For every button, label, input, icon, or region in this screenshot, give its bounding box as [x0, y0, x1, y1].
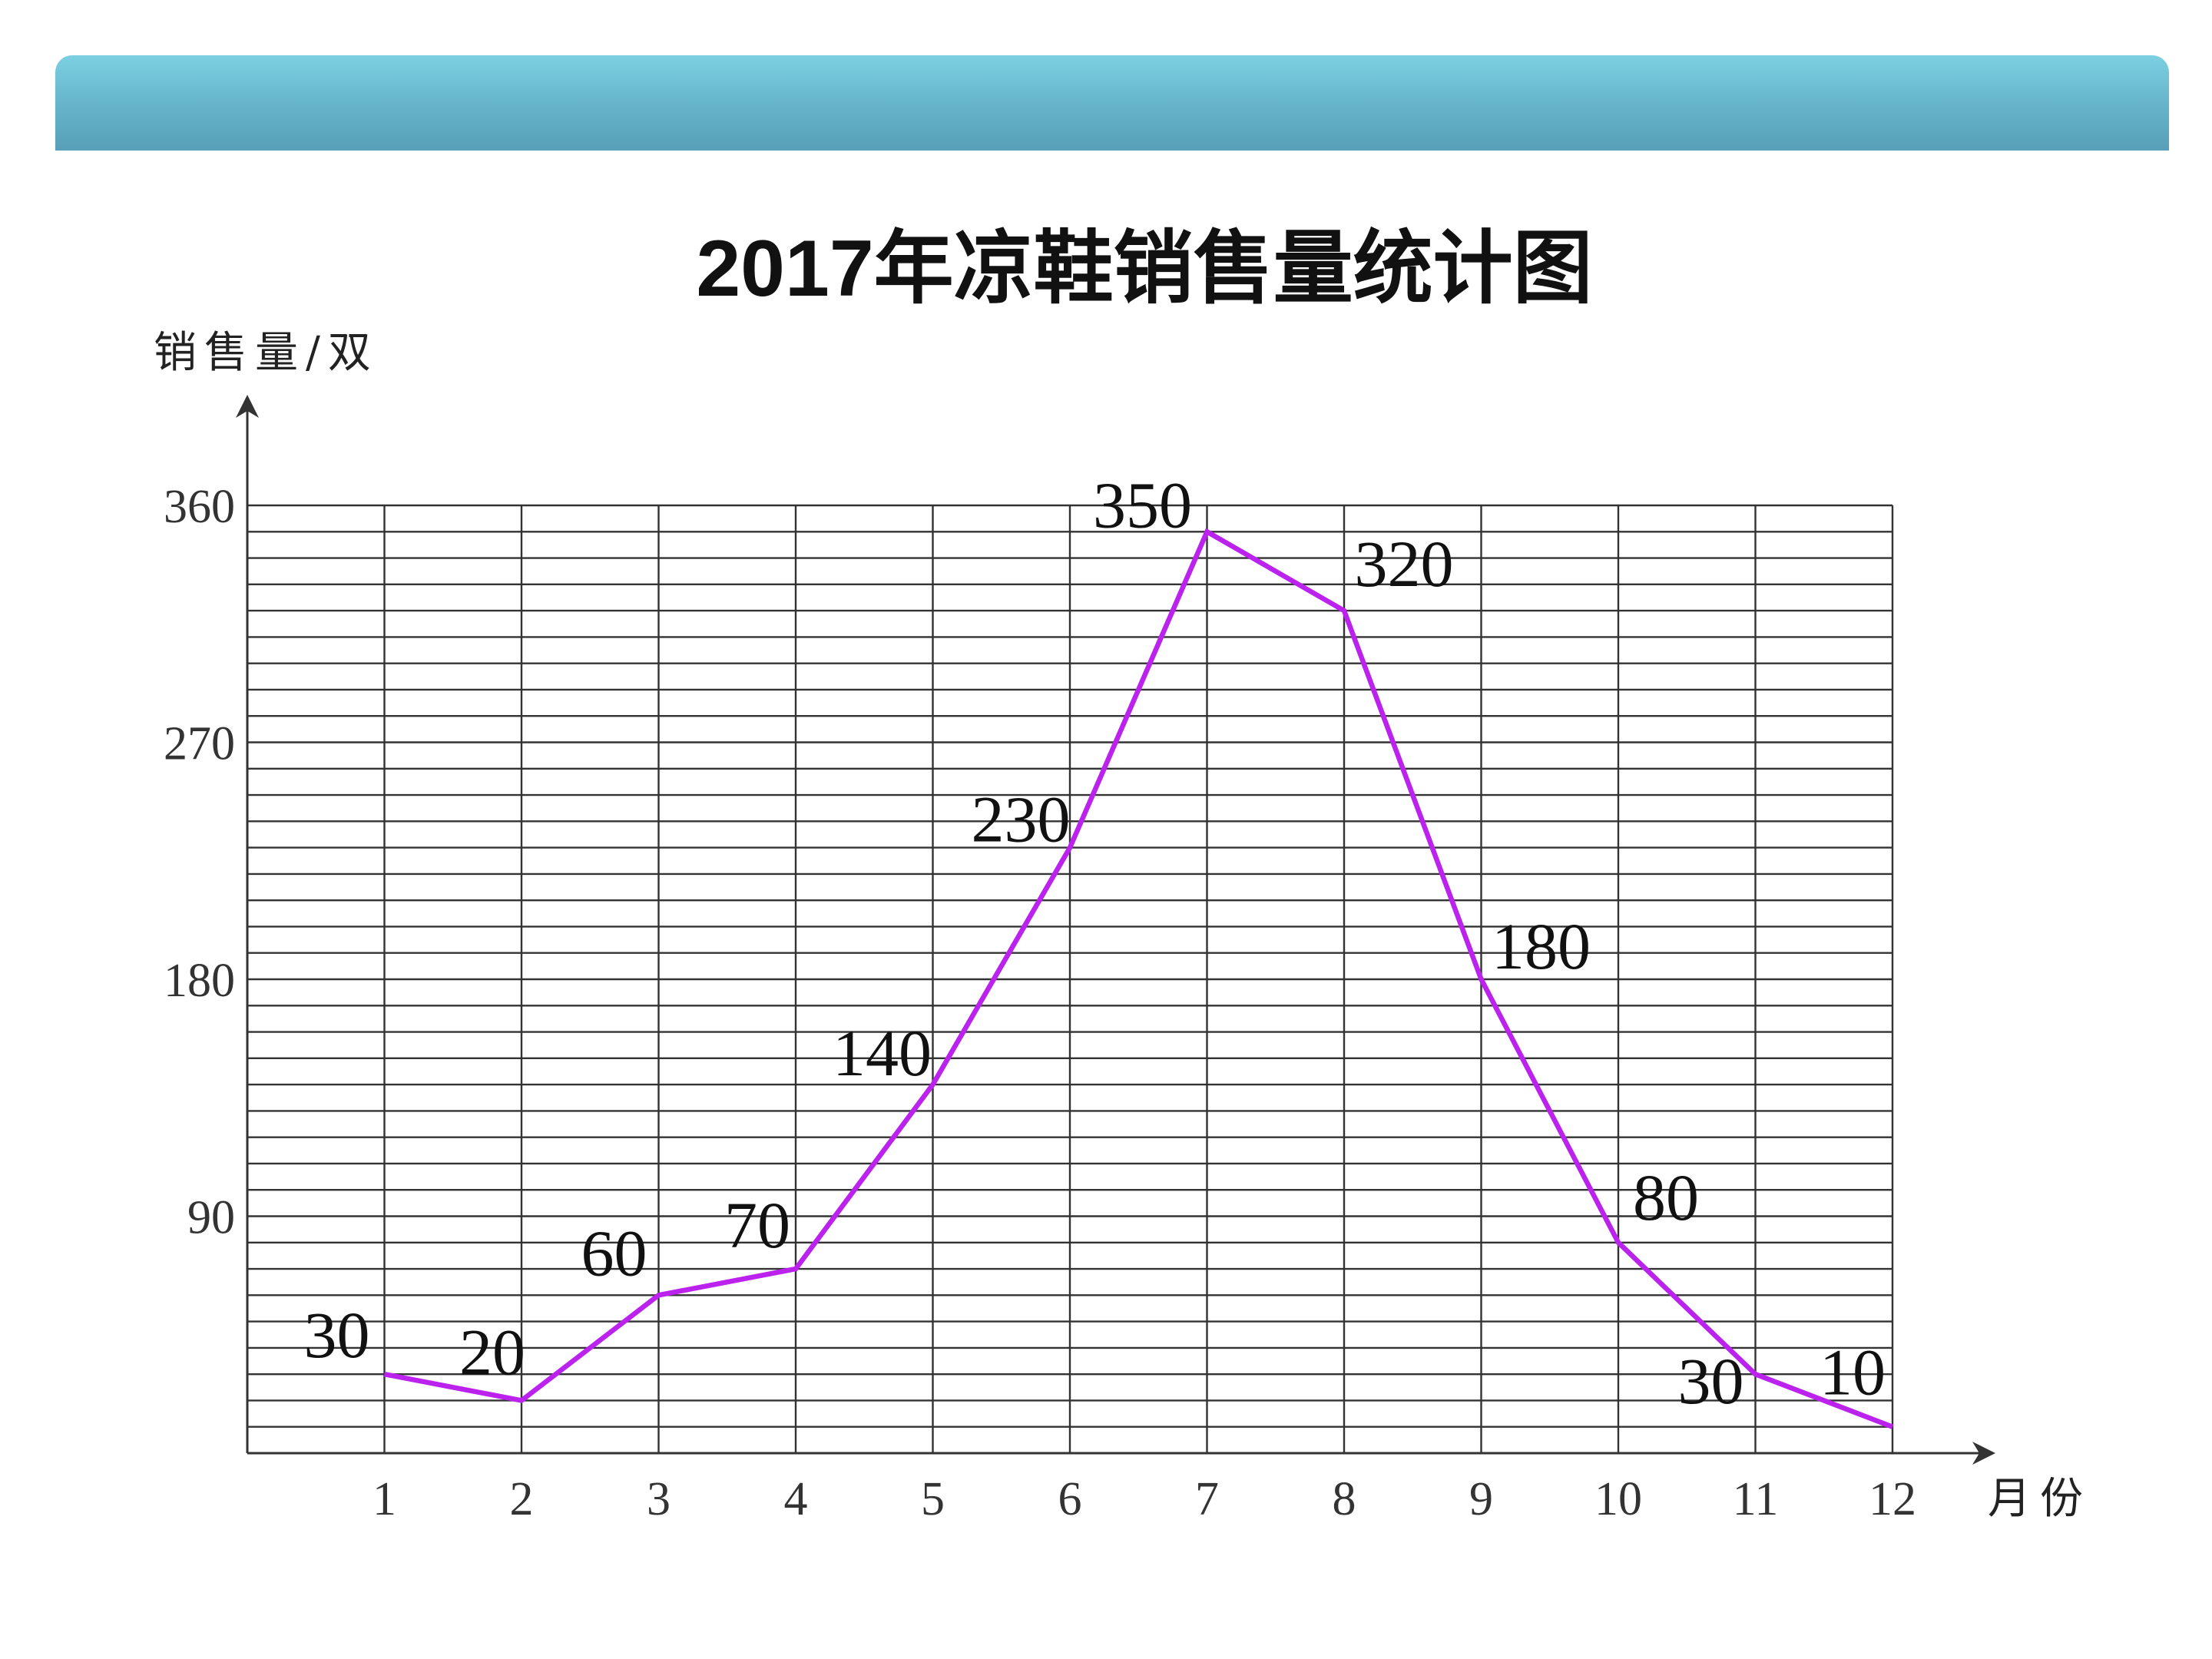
header-bar — [55, 55, 2169, 151]
x-tick-label: 9 — [1469, 1473, 1493, 1525]
y-axis-label: 销售量/双 — [154, 328, 379, 378]
x-tick-label: 6 — [1058, 1473, 1082, 1525]
y-tick-label: 90 — [187, 1192, 235, 1244]
x-tick-label: 10 — [1594, 1473, 1642, 1525]
x-tick-label: 12 — [1869, 1473, 1916, 1525]
data-label: 60 — [581, 1216, 647, 1290]
x-tick-label: 3 — [647, 1473, 671, 1525]
axes — [236, 395, 1995, 1465]
data-label: 180 — [1492, 909, 1591, 983]
data-label: 10 — [1820, 1336, 1886, 1409]
x-tick-label: 8 — [1333, 1473, 1356, 1525]
y-tick-label: 180 — [164, 955, 235, 1007]
x-tick-label: 5 — [921, 1473, 945, 1525]
chart-title: 2017年凉鞋销售量统计图 — [696, 224, 1593, 313]
x-tick-label: 1 — [373, 1473, 396, 1525]
x-tick-label: 2 — [510, 1473, 534, 1525]
x-axis-label: 月份 — [1988, 1474, 2092, 1524]
data-label: 350 — [1093, 468, 1192, 541]
data-label: 320 — [1355, 527, 1454, 601]
series — [383, 528, 1894, 1429]
data-label: 30 — [304, 1298, 370, 1372]
data-label: 140 — [833, 1016, 932, 1090]
data-label: 30 — [1678, 1344, 1744, 1418]
y-tick-label: 360 — [164, 481, 235, 533]
data-label: 80 — [1633, 1161, 1699, 1234]
data-labels: 30 20 60 70 140 230 350 320 180 80 30 10 — [304, 468, 1886, 1418]
y-tick-label: 270 — [164, 718, 235, 770]
x-tick-label: 11 — [1733, 1473, 1779, 1525]
data-label: 20 — [459, 1315, 525, 1389]
series-line — [383, 528, 1894, 1429]
grid — [247, 504, 1894, 1453]
x-tick-label: 7 — [1195, 1473, 1219, 1525]
x-tick-label: 4 — [784, 1473, 808, 1525]
data-label: 230 — [972, 783, 1071, 856]
data-label: 70 — [724, 1188, 790, 1262]
